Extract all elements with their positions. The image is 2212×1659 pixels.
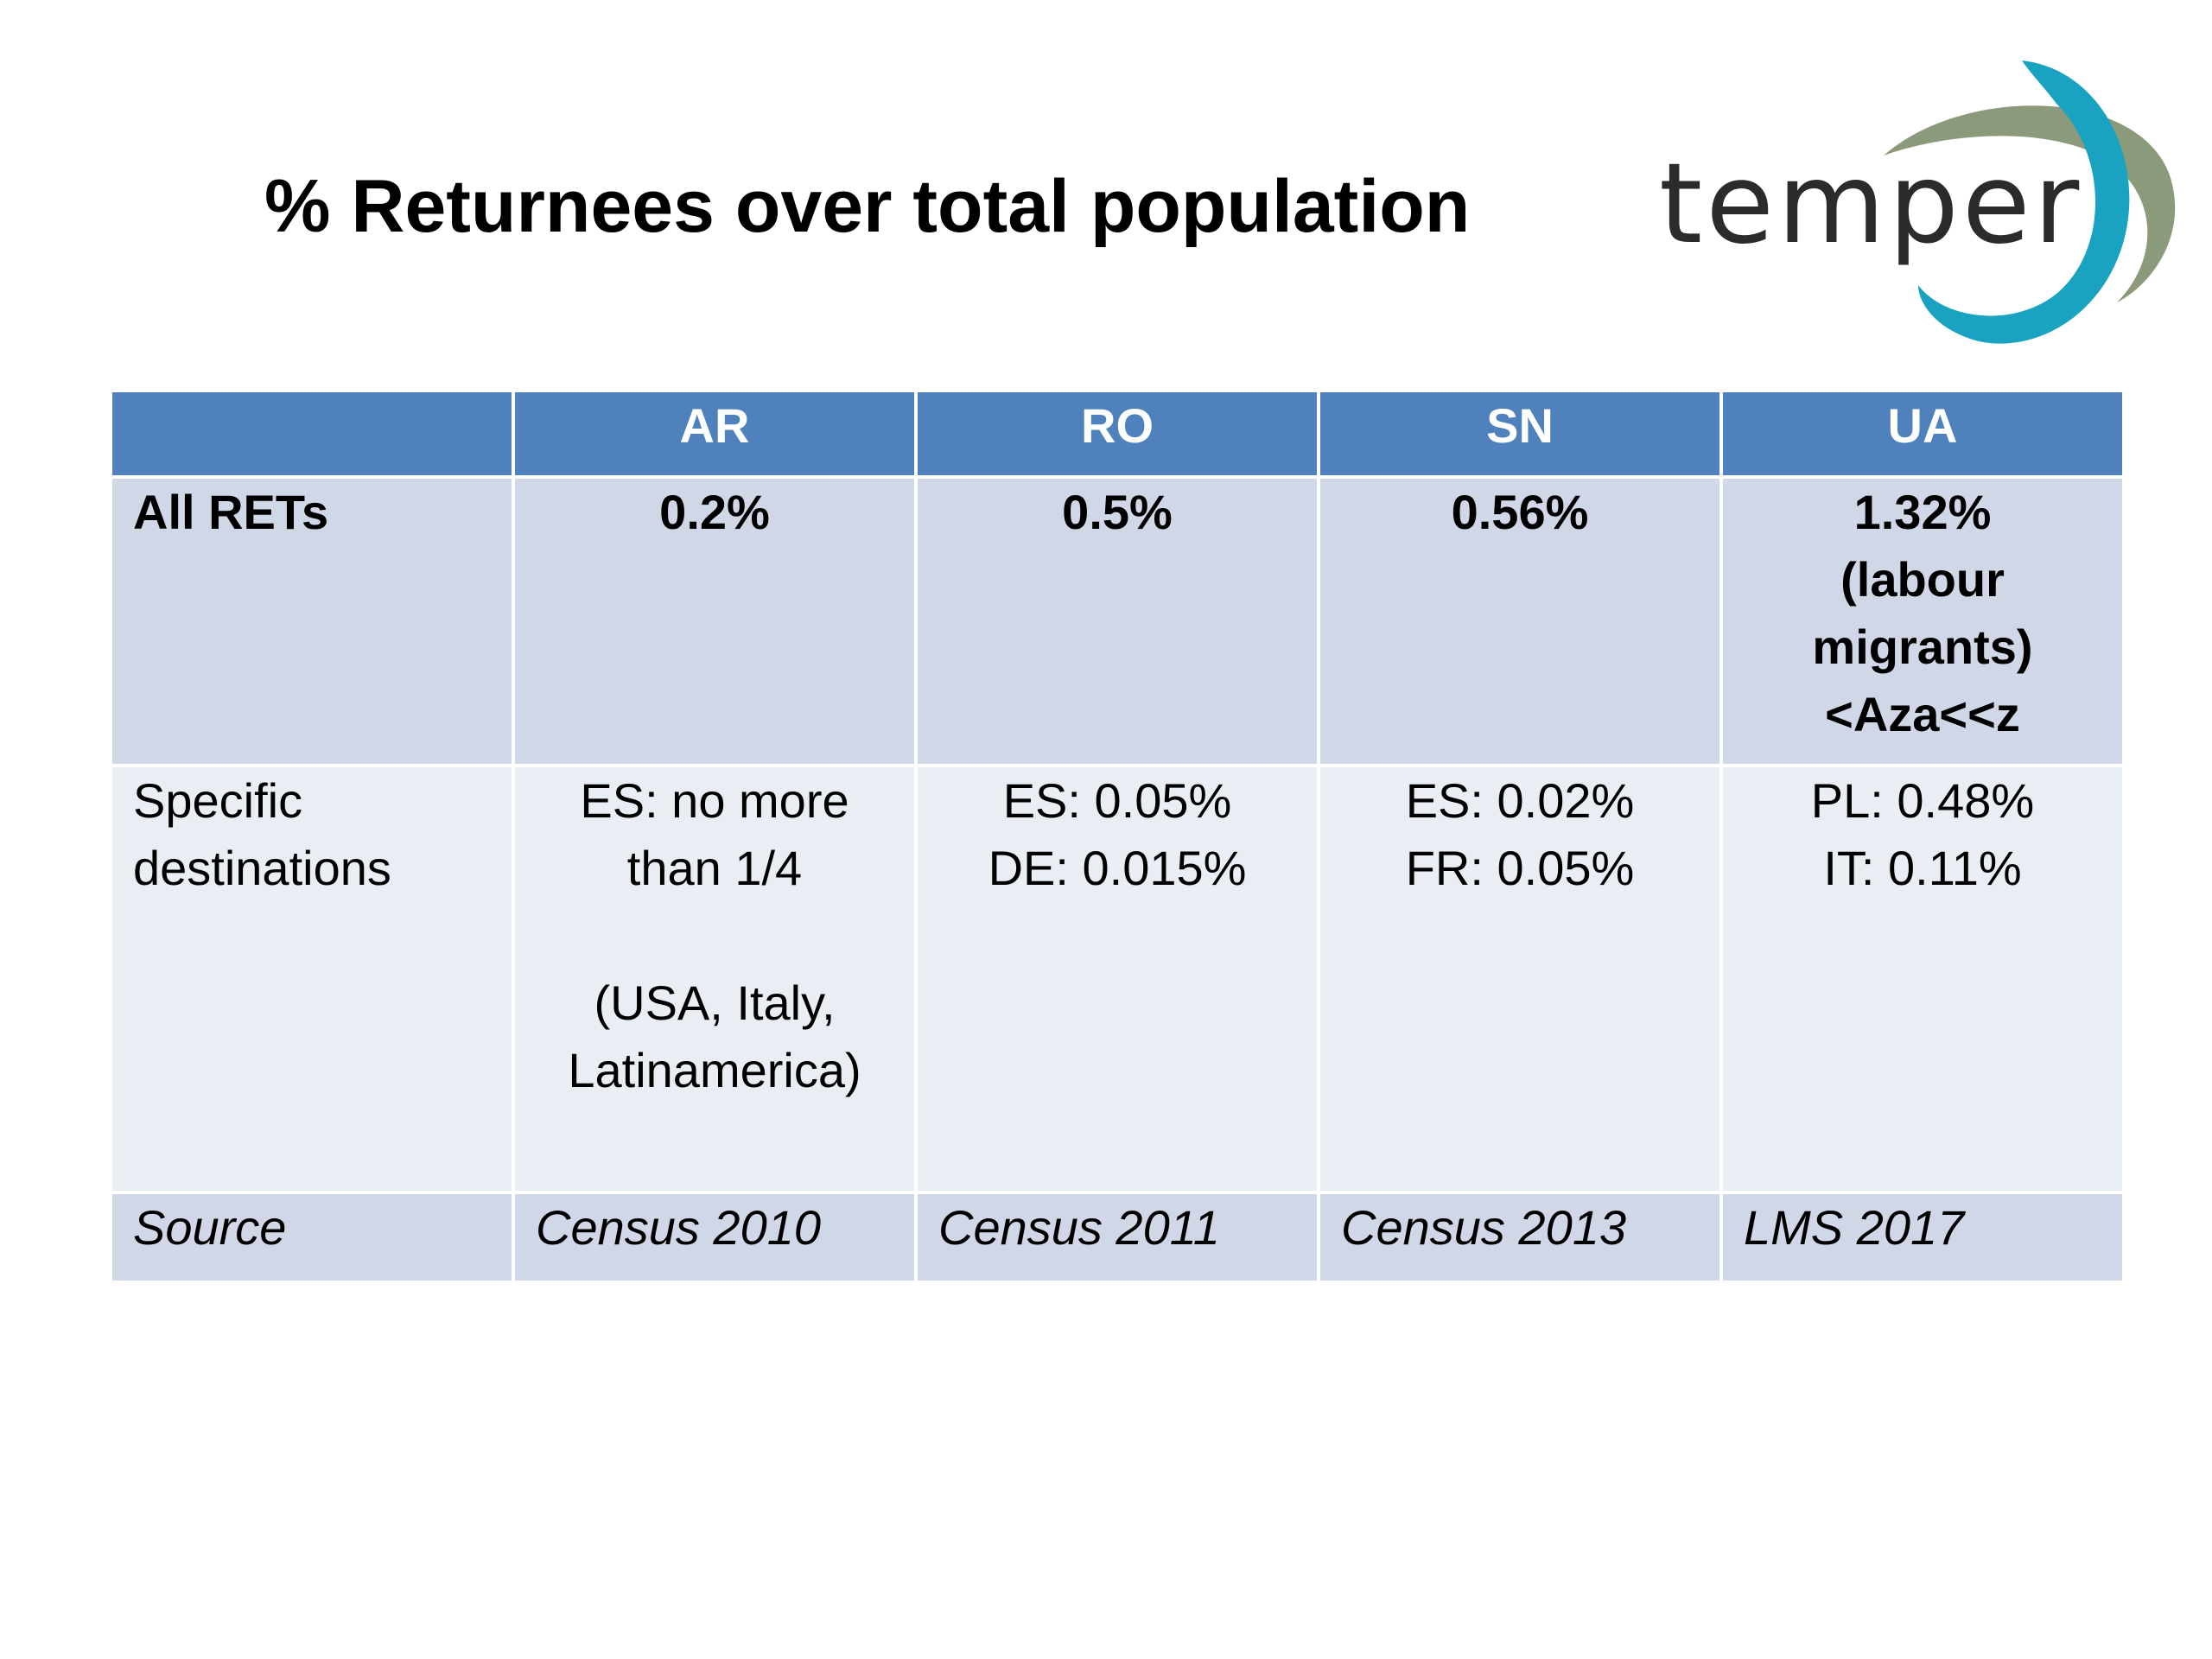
cell-specific-ua: PL: 0.48% IT: 0.11% [1723, 767, 2122, 1191]
returnees-table: AR RO SN UA All RETs 0.2% 0.5% 0.56% 1.3… [109, 389, 2126, 1284]
cell-line: (USA, Italy, [594, 976, 836, 1030]
cell-source-ro: Census 2011 [918, 1194, 1317, 1281]
cell-line: 1.32% [1853, 485, 1992, 539]
temper-logo-graphic: temper [1659, 60, 2176, 344]
logo-wordmark: temper [1659, 140, 2082, 269]
cell-line: Specific [133, 773, 303, 828]
cell-line: ES: no more [580, 773, 849, 828]
header-sn: SN [1320, 392, 1719, 475]
cell-line: PL: 0.48% [1810, 773, 2035, 828]
slide-title: % Returnees over total population [264, 165, 1471, 248]
cell-source-ua: LMS 2017 [1723, 1194, 2122, 1281]
table-row-specific-destinations: Specific destinations ES: no more than 1… [112, 767, 2122, 1191]
cell-line: destinations [133, 841, 391, 895]
cell-all-rets-sn: 0.56% [1320, 479, 1719, 764]
cell-line: (labour [1840, 552, 2005, 607]
line-gap [515, 902, 914, 969]
cell-all-rets-ua: 1.32% (labour migrants) <Aza<<z [1723, 479, 2122, 764]
row-label-all-rets: All RETs [112, 479, 512, 764]
cell-specific-ro: ES: 0.05% DE: 0.015% [918, 767, 1317, 1191]
cell-line: <Aza<<z [1825, 687, 2020, 741]
cell-line: Latinamerica) [568, 1043, 861, 1097]
header-ro: RO [918, 392, 1317, 475]
cell-line: DE: 0.015% [988, 841, 1247, 895]
logo-teal-swoosh [1918, 60, 2130, 344]
header-empty-cell [112, 392, 512, 475]
cell-all-rets-ro: 0.5% [918, 479, 1317, 764]
row-label-specific-destinations: Specific destinations [112, 767, 512, 1191]
table-row-source: Source Census 2010 Census 2011 Census 20… [112, 1194, 2122, 1281]
table-row-all-rets: All RETs 0.2% 0.5% 0.56% 1.32% (labour m… [112, 479, 2122, 764]
cell-line: ES: 0.05% [1002, 773, 1232, 828]
cell-source-sn: Census 2013 [1320, 1194, 1719, 1281]
cell-line: ES: 0.02% [1405, 773, 1635, 828]
cell-line: IT: 0.11% [1823, 841, 2022, 895]
cell-specific-sn: ES: 0.02% FR: 0.05% [1320, 767, 1719, 1191]
row-label-source: Source [112, 1194, 512, 1281]
temper-logo: temper [1650, 52, 2186, 354]
cell-source-ar: Census 2010 [515, 1194, 914, 1281]
header-ar: AR [515, 392, 914, 475]
cell-specific-ar: ES: no more than 1/4 (USA, Italy, Latina… [515, 767, 914, 1191]
header-ua: UA [1723, 392, 2122, 475]
cell-line: migrants) [1812, 620, 2033, 674]
cell-line: FR: 0.05% [1405, 841, 1635, 895]
cell-line: than 1/4 [626, 841, 803, 895]
table-header-row: AR RO SN UA [112, 392, 2122, 475]
cell-all-rets-ar: 0.2% [515, 479, 914, 764]
